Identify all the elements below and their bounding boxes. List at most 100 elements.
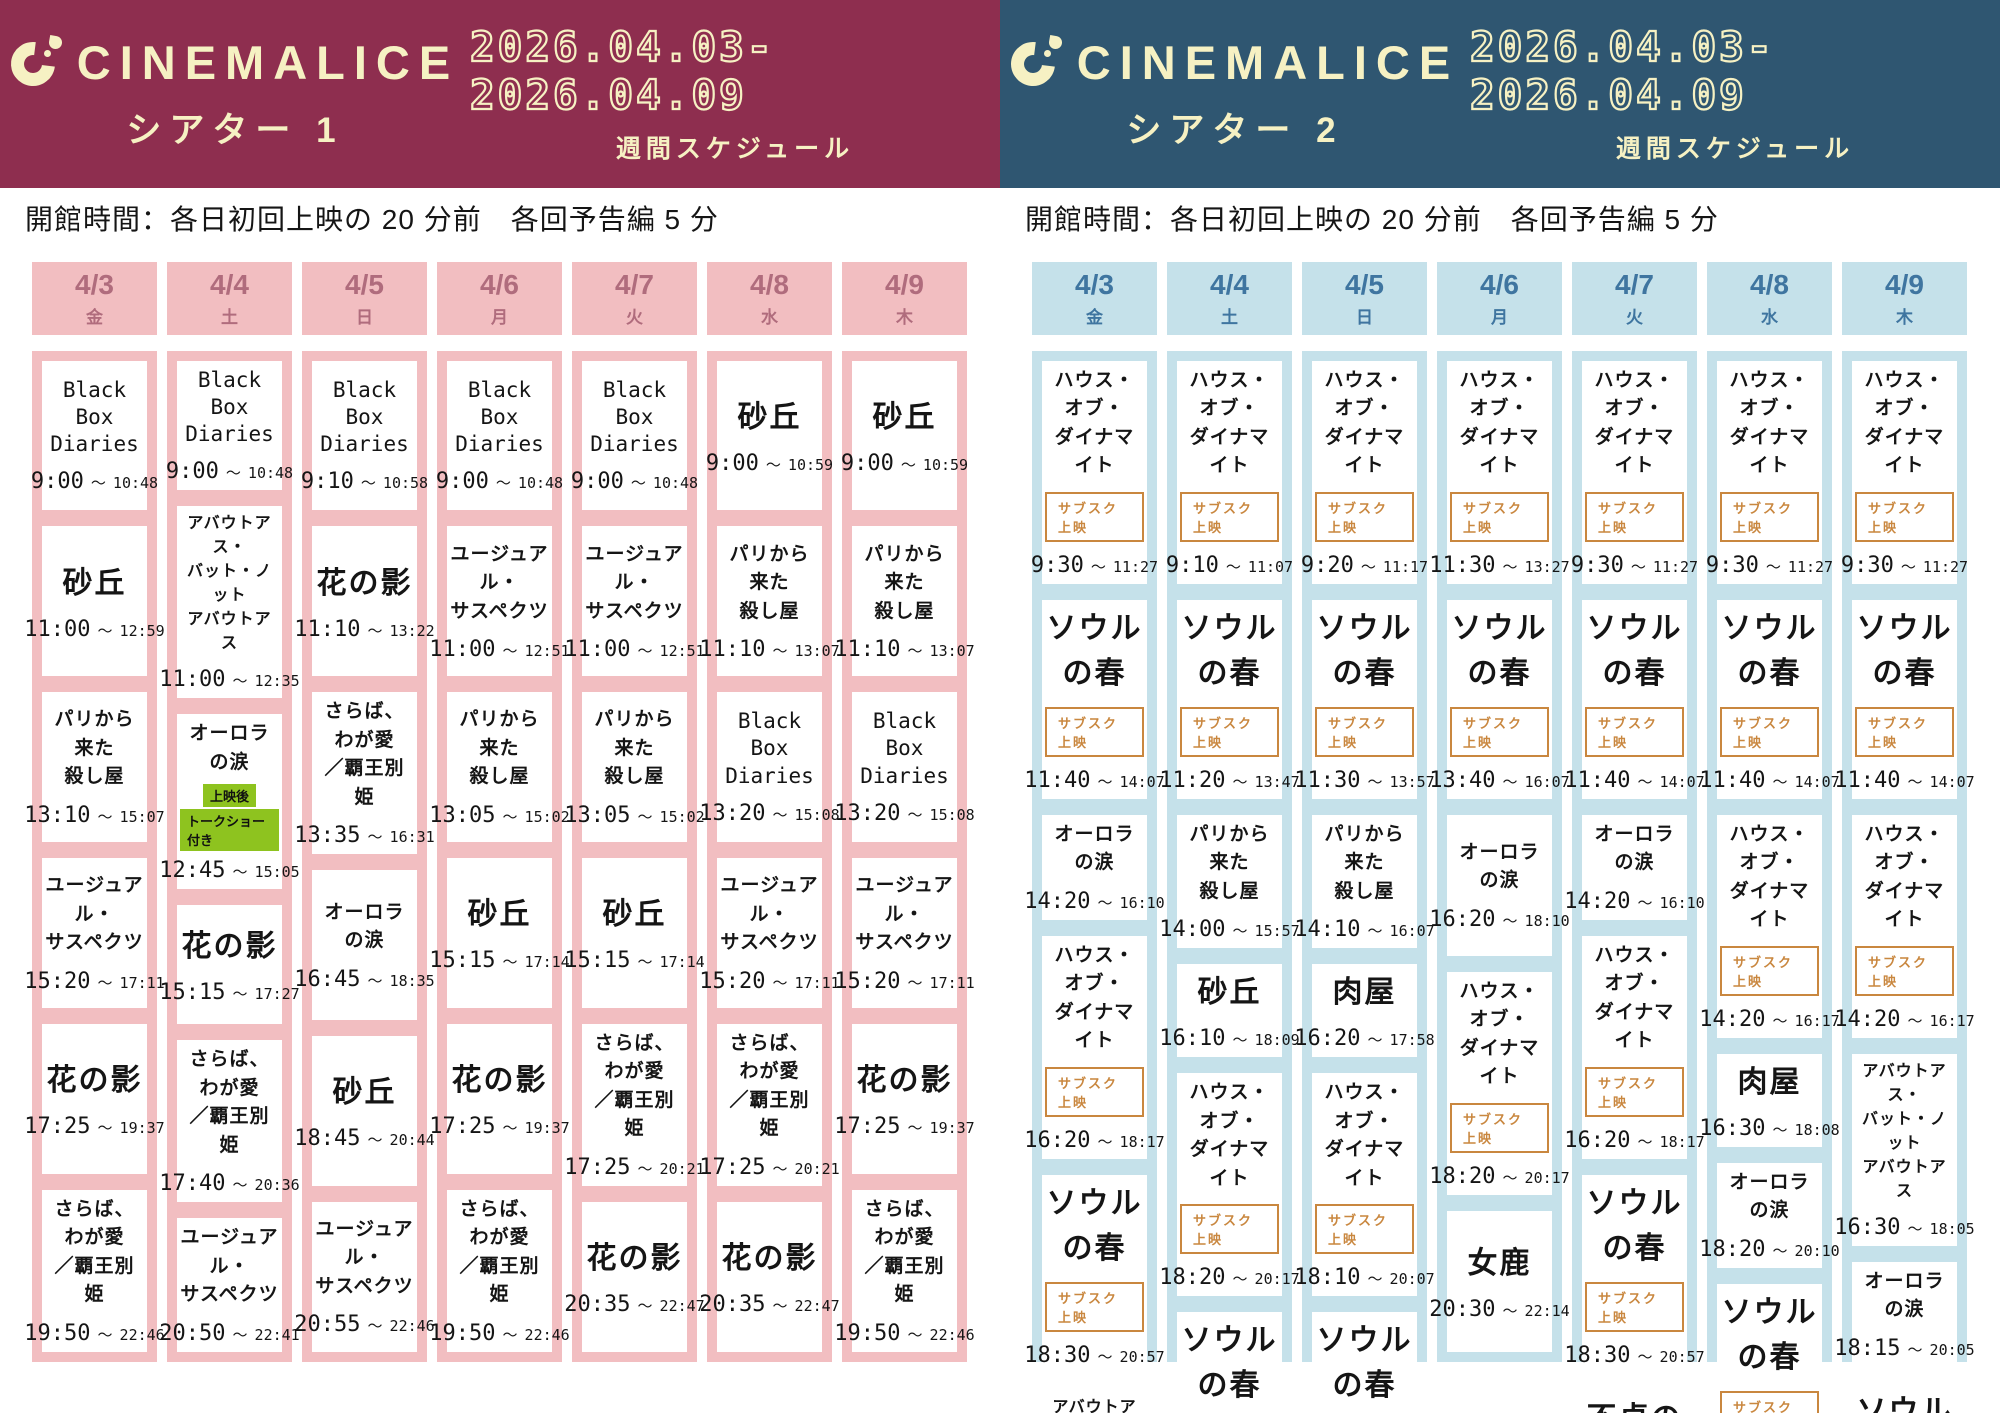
show-time: 16:20 ～ 18:17 [1024, 1128, 1164, 1153]
show-cell: ソウルの春 サブスク上映 11:20 ～ 13:47 [1159, 599, 1300, 799]
subscription-badge: サブスク上映 [1855, 706, 1954, 757]
start-time: 9:00 [570, 469, 624, 495]
date-range: 2026.04.03-2026.04.09 [1469, 22, 1775, 120]
day-date: 4/8 [1750, 268, 1789, 300]
day-column: 4/5 日 ハウス・オブ・ ダイナマイト サブスク上映 9:20 ～ 11:17… [1294, 261, 1435, 1413]
end-time: 18:17 [1119, 1132, 1165, 1151]
show-title: さらば、わが愛 ／覇王別姫 [729, 1032, 810, 1140]
end-time: 22:46 [524, 1325, 570, 1344]
start-time: 11:10 [699, 637, 766, 663]
show-title: ソウルの春 [1586, 611, 1683, 690]
show-cell: 肉屋 16:20 ～ 17:58 [1294, 964, 1435, 1058]
subscription-badge: サブスク上映 [1855, 491, 1954, 542]
tilde-separator: ～ [630, 474, 646, 493]
show-time: 9:30 ～ 11:27 [1841, 553, 1968, 578]
show-cell: さらば、わが愛 ／覇王別姫 17:25 ～ 20:21 [699, 1023, 840, 1186]
show-title: オーロラの涙 [189, 723, 270, 773]
brand-block: CINEMALICE シアター 2 [1000, 32, 1470, 153]
show-time: 18:30 ～ 20:57 [1024, 1343, 1164, 1368]
show-title: 花の影 [721, 1242, 818, 1276]
start-time: 14:20 [1564, 888, 1631, 914]
show-time: 19:50 ～ 22:46 [834, 1321, 974, 1346]
tilde-separator: ～ [1232, 922, 1248, 941]
brand-row: CINEMALICE [1, 32, 459, 95]
show-title: パリから来た 殺し屋 [1189, 823, 1270, 902]
start-time: 9:30 [1570, 552, 1624, 578]
show-cell: 花の影 17:25 ～ 19:37 [834, 1023, 975, 1174]
start-time: 11:00 [429, 637, 496, 663]
tilde-separator: ～ [1907, 1011, 1923, 1030]
show-cell: ソウルの春 サブスク上映 11:40 ～ 14:07 [1699, 599, 1840, 799]
start-time: 18:10 [1294, 1265, 1361, 1291]
start-time: 11:40 [1834, 767, 1901, 793]
start-time: 11:30 [1429, 552, 1496, 578]
end-time: 17:11 [929, 973, 975, 992]
show-title: 花の影 [586, 1242, 683, 1276]
day-column: 4/7 火 ハウス・オブ・ ダイナマイト サブスク上映 9:30 ～ 11:27… [1564, 261, 1705, 1413]
show-title: ユージュアル・ サスペクツ [450, 543, 549, 622]
tilde-separator: ～ [1502, 1168, 1518, 1187]
show-cell: さらば、わが愛 ／覇王別姫 19:50 ～ 22:46 [24, 1189, 165, 1352]
end-time: 18:17 [1659, 1132, 1705, 1151]
show-time: 18:20 ～ 20:10 [1699, 1237, 1839, 1262]
start-time: 9:00 [165, 459, 219, 485]
start-time: 19:50 [429, 1320, 496, 1346]
day-column: 4/4 土 Black Box Diaries 9:00 ～ 10:48 アバウ… [159, 261, 300, 1362]
show-cell: ソウルの春 サブスク上映 11:40 ～ 14:07 [1024, 599, 1165, 799]
show-time: 16:30 ～ 18:08 [1699, 1116, 1839, 1141]
end-time: 20:21 [794, 1159, 840, 1178]
tilde-separator: ～ [1765, 557, 1781, 576]
show-title: ハウス・オブ・ ダイナマイト [1054, 944, 1135, 1052]
tilde-separator: ～ [1772, 1241, 1788, 1260]
show-cell: ハウス・オブ・ ダイナマイト サブスク上映 18:20 ～ 20:17 [1429, 971, 1570, 1195]
start-time: 9:00 [840, 450, 894, 476]
show-cell: 花の影 20:35 ～ 22:47 [564, 1201, 705, 1352]
start-time: 11:30 [1294, 767, 1361, 793]
show-title: さらば、わが愛 ／覇王別姫 [189, 1049, 270, 1156]
show-time: 18:45 ～ 20:44 [294, 1126, 434, 1151]
start-time: 15:20 [834, 968, 901, 994]
tilde-separator: ～ [1097, 893, 1113, 912]
start-time: 9:00 [435, 469, 489, 495]
show-cell: ユージュアル・ サスペクツ 15:20 ～ 17:11 [699, 857, 840, 1008]
show-title: ソウルの春 [1181, 611, 1278, 690]
end-time: 20:21 [659, 1159, 705, 1178]
tilde-separator: ～ [360, 474, 376, 493]
tilde-separator: ～ [1637, 1347, 1653, 1366]
brand-row: CINEMALICE [1001, 32, 1459, 95]
talk-badges: 上映後 トークショー付き [180, 784, 279, 852]
show-title: ユージュアル・ サスペクツ [45, 875, 144, 954]
show-time: 12:45 ～ 15:05 [159, 858, 299, 883]
show-time: 14:10 ～ 16:07 [1294, 917, 1434, 942]
show-title: 花の影 [451, 1064, 548, 1098]
show-cell: ユージュアル・ サスペクツ 15:20 ～ 17:11 [834, 857, 975, 1008]
show-time: 14:00 ～ 15:57 [1159, 917, 1299, 942]
start-time: 20:50 [159, 1320, 226, 1346]
show-title: ハウス・オブ・ ダイナマイト [1594, 944, 1675, 1052]
end-time: 17:14 [524, 953, 570, 972]
end-time: 19:37 [119, 1119, 165, 1138]
show-cell: ハウス・オブ・ ダイナマイト サブスク上映 16:20 ～ 18:17 [1564, 935, 1705, 1159]
show-cell: ソウルの春 サブスク上映 20:20 ～ 22:47 [1312, 1312, 1417, 1413]
end-time: 11:17 [1382, 557, 1429, 576]
show-time: 16:45 ～ 18:35 [294, 967, 434, 992]
tilde-separator: ～ [1090, 557, 1106, 576]
end-time: 17:58 [1389, 1031, 1435, 1050]
end-time: 13:07 [929, 642, 975, 661]
show-title: ユージュアル・ サスペクツ [180, 1227, 279, 1306]
end-time: 20:17 [1254, 1270, 1300, 1289]
subscription-badge: サブスク上映 [1045, 1066, 1144, 1117]
end-time: 15:57 [1254, 922, 1300, 941]
day-header: 4/9 木 [842, 261, 967, 335]
start-time: 9:30 [1705, 552, 1759, 578]
end-time: 16:07 [1389, 922, 1435, 941]
date-block: 2026.04.03-2026.04.09 週間スケジュール [469, 22, 1000, 165]
start-time: 16:30 [1834, 1214, 1901, 1240]
subscription-badge: サブスク上映 [1180, 1204, 1279, 1255]
show-time: 20:50 ～ 22:41 [159, 1321, 299, 1346]
show-title: ハウス・オブ・ ダイナマイト [1459, 369, 1540, 477]
tilde-separator: ～ [97, 621, 113, 640]
start-time: 17:25 [24, 1114, 91, 1140]
show-time: 11:40 ～ 14:07 [1699, 768, 1839, 793]
